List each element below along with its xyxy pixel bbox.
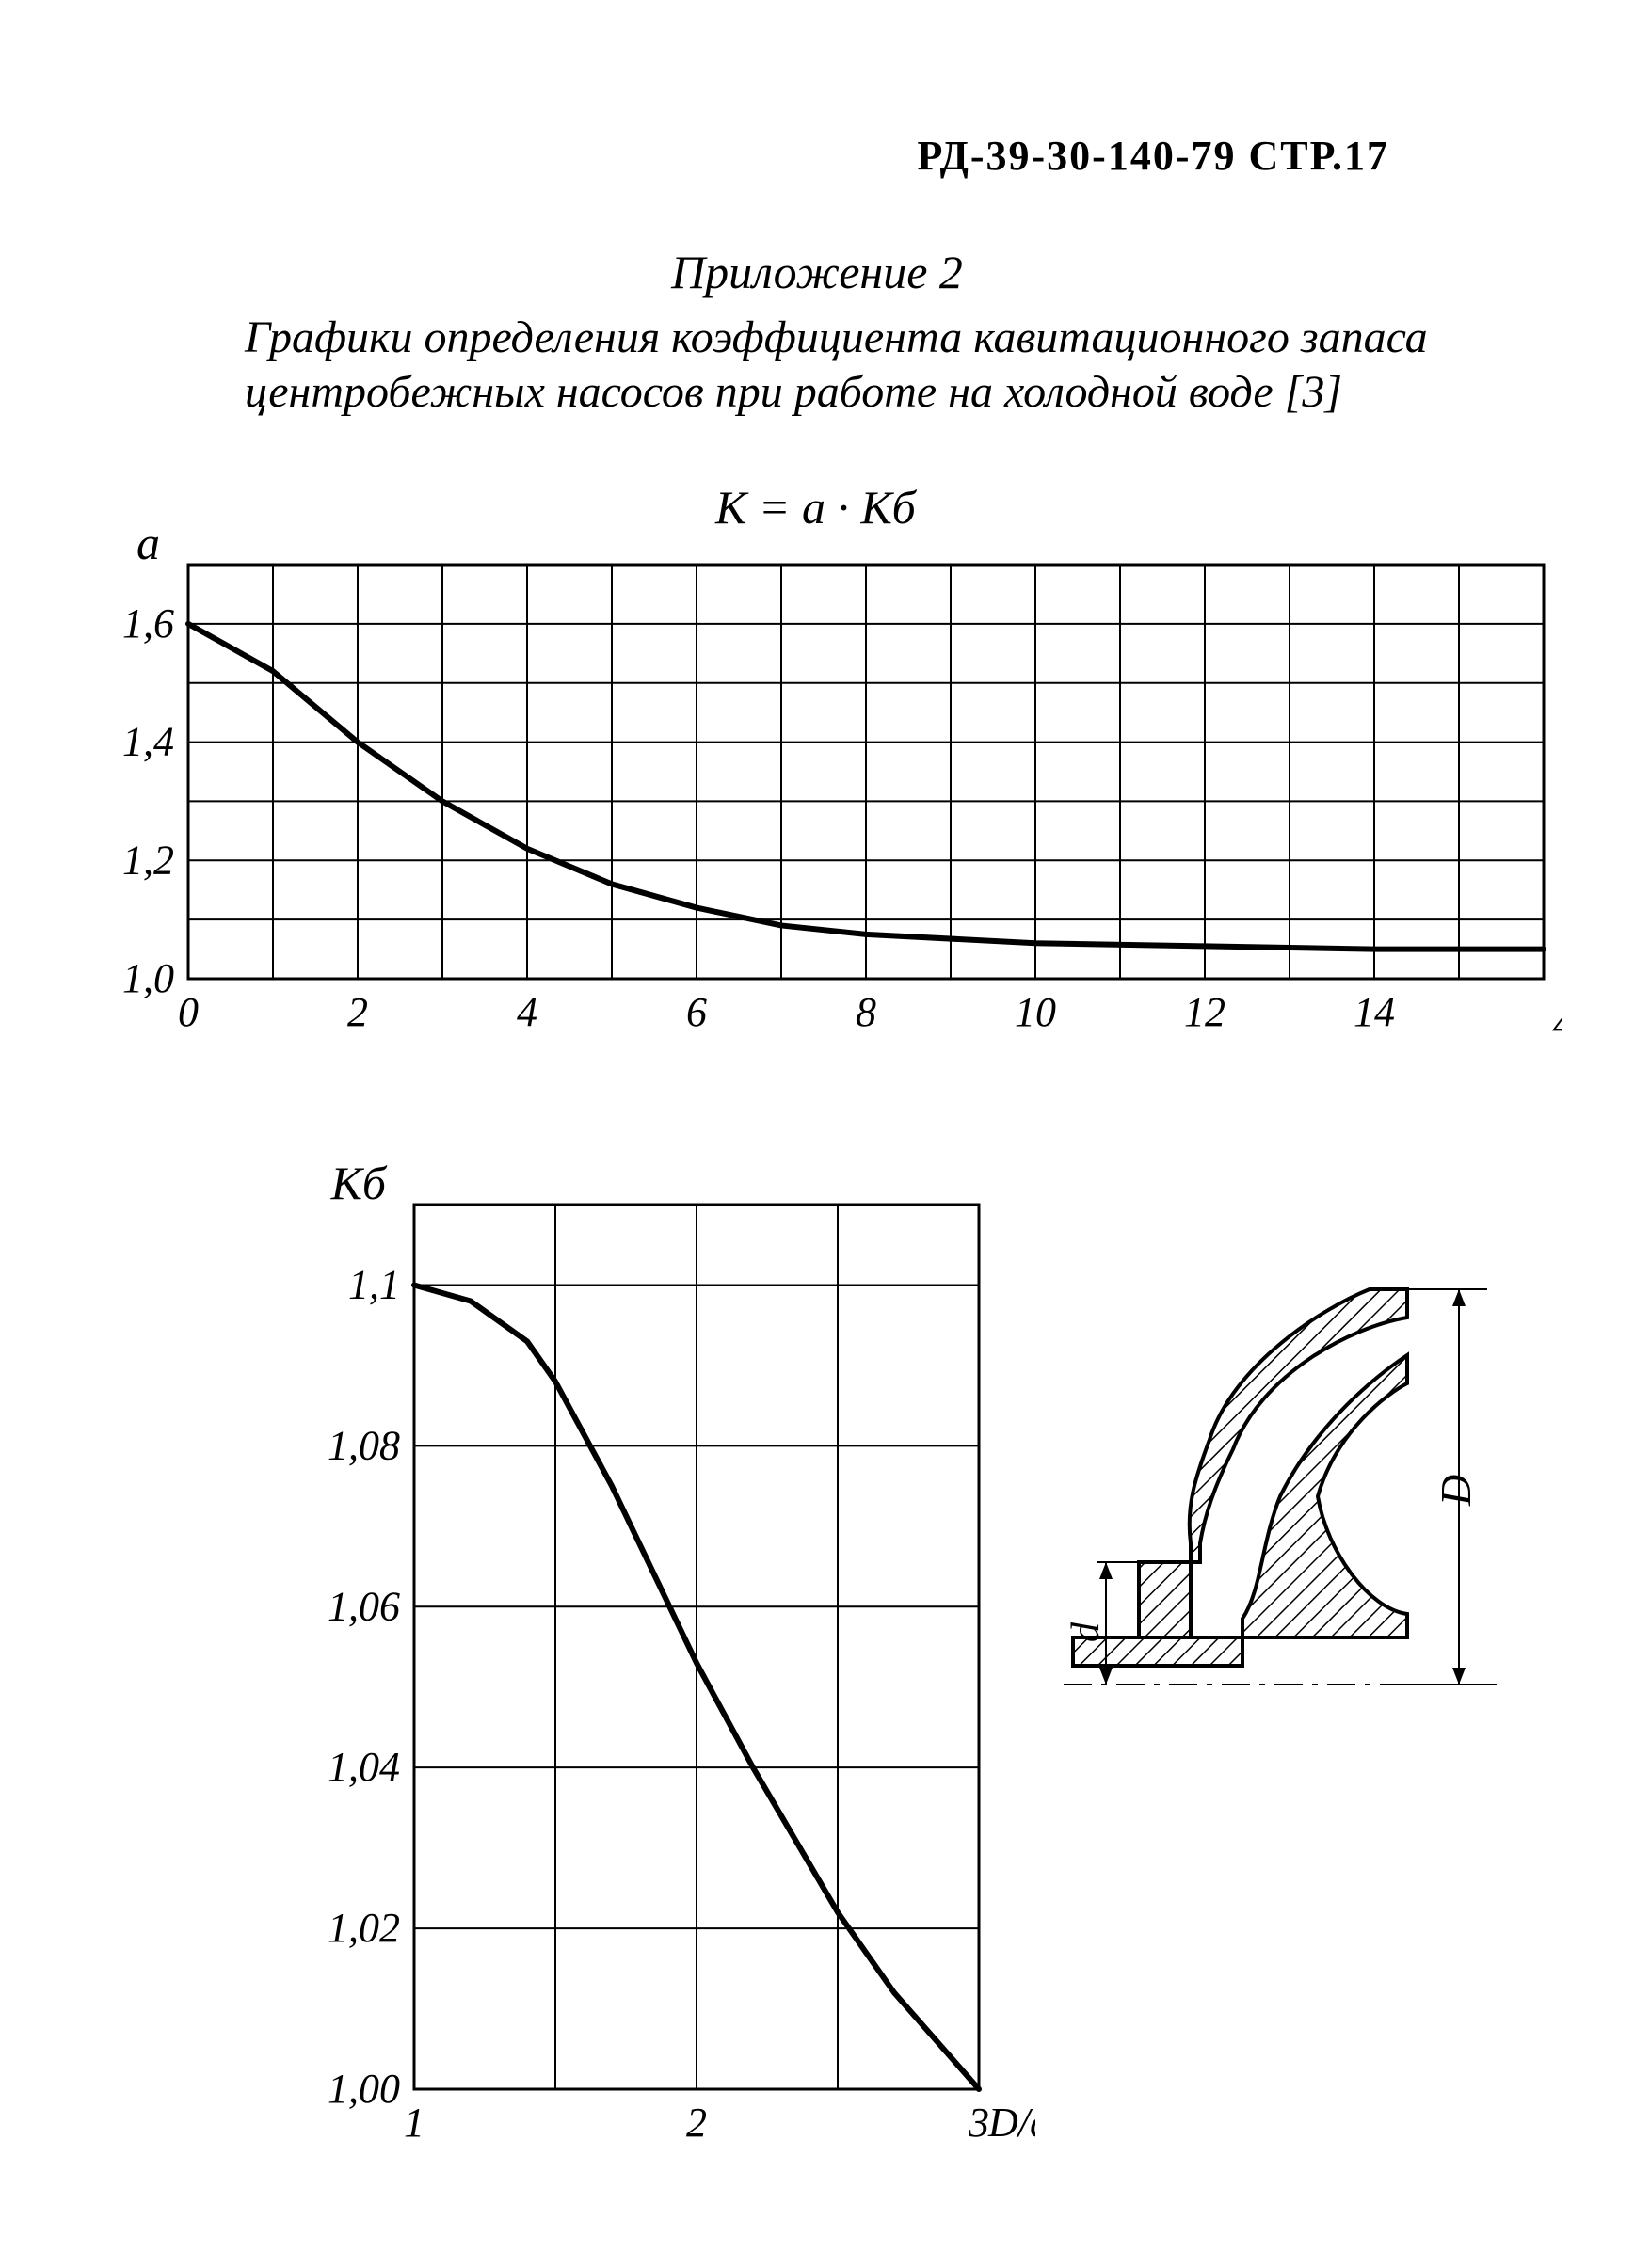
chart1-svg: 0 2 4 6 8 10 12 14 1,0 1,2 1,4 1,6 а △hкдм: [75, 527, 1562, 1054]
svg-text:а: а: [136, 527, 160, 569]
diagram-svg: Dd: [1054, 1261, 1506, 1750]
svg-text:6: 6: [686, 989, 707, 1035]
svg-text:1,06: 1,06: [328, 1583, 400, 1629]
appendix-title: Приложение 2: [0, 245, 1634, 299]
svg-text:12: 12: [1184, 989, 1226, 1035]
chart-a-vs-dh: 0 2 4 6 8 10 12 14 1,0 1,2 1,4 1,6 а △hкдм: [75, 527, 1562, 1059]
svg-text:1,2: 1,2: [122, 837, 174, 883]
svg-text:8: 8: [856, 989, 876, 1035]
svg-text:△hкдм: △hкдм: [1551, 989, 1562, 1035]
svg-text:1,04: 1,04: [328, 1744, 400, 1790]
chart-kb-vs-dd: 1 2 3 1,00 1,02 1,04 1,06 1,08 1,1 Кб D/d: [282, 1129, 1035, 2169]
svg-text:0: 0: [178, 989, 199, 1035]
svg-text:2: 2: [347, 989, 368, 1035]
svg-text:1,02: 1,02: [328, 1905, 400, 1951]
svg-text:1: 1: [404, 2100, 425, 2146]
svg-text:D: D: [1432, 1475, 1480, 1507]
svg-text:1,08: 1,08: [328, 1422, 400, 1468]
svg-text:14: 14: [1354, 989, 1395, 1035]
svg-text:Кб: Кб: [330, 1157, 388, 1209]
svg-text:1,6: 1,6: [122, 600, 174, 647]
svg-text:1,00: 1,00: [328, 2066, 400, 2112]
svg-text:1,4: 1,4: [122, 719, 174, 765]
svg-text:1,1: 1,1: [348, 1261, 400, 1307]
impeller-diagram: Dd: [1054, 1261, 1506, 1755]
page: РД-39-30-140-79 СТР.17 Приложение 2 Граф…: [0, 0, 1634, 2268]
svg-text:1,0: 1,0: [122, 955, 174, 1001]
chart2-svg: 1 2 3 1,00 1,02 1,04 1,06 1,08 1,1 Кб D/d: [282, 1129, 1035, 2164]
svg-text:D/d: D/d: [987, 2100, 1035, 2146]
svg-text:2: 2: [686, 2100, 707, 2146]
svg-text:d: d: [1065, 1621, 1108, 1642]
svg-text:3: 3: [968, 2100, 989, 2146]
svg-text:10: 10: [1015, 989, 1056, 1035]
figure-caption: Графики определения коэффициента кавитац…: [245, 311, 1483, 419]
svg-text:4: 4: [517, 989, 537, 1035]
doc-header: РД-39-30-140-79 СТР.17: [917, 132, 1389, 180]
